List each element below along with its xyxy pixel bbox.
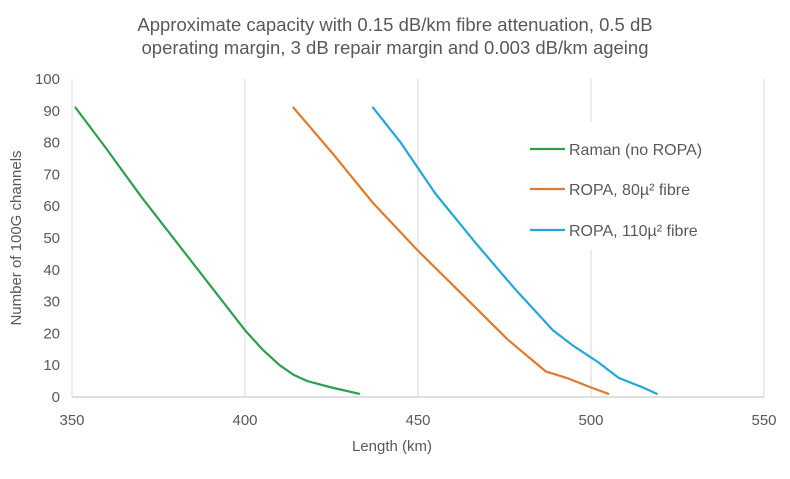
y-tick-labels: 0 10 20 30 40 50 60 70 80 90 100 [35, 71, 60, 406]
series-lines [74, 106, 658, 395]
legend-background [512, 122, 736, 250]
x-tick-labels: 350 400 450 500 550 [59, 412, 776, 429]
chart-title-line-2: operating margin, 3 dB repair margin and… [141, 37, 649, 58]
y-axis-label: Number of 100G channels [8, 150, 25, 325]
y-tick-70: 70 [43, 166, 60, 183]
y-tick-40: 40 [43, 262, 60, 279]
x-axis-label: Length (km) [352, 438, 432, 455]
legend-label-3: ROPA, 110µ² fibre [569, 223, 698, 240]
y-tick-20: 20 [43, 325, 60, 342]
x-tick-550: 550 [751, 412, 776, 429]
y-tick-50: 50 [43, 230, 60, 247]
series-line-3 [371, 106, 658, 395]
x-tick-500: 500 [578, 412, 603, 429]
y-tick-30: 30 [43, 294, 60, 311]
chart-title-line-1: Approximate capacity with 0.15 dB/km fib… [137, 14, 653, 35]
y-tick-90: 90 [43, 103, 60, 120]
x-tick-350: 350 [59, 412, 84, 429]
series-line-2 [292, 106, 610, 395]
x-tick-400: 400 [232, 412, 257, 429]
legend-label-1: Raman (no ROPA) [569, 142, 702, 159]
y-tick-100: 100 [35, 71, 60, 88]
series-line-1 [74, 106, 361, 395]
legend-label-2: ROPA, 80µ² fibre [569, 182, 690, 199]
y-tick-60: 60 [43, 198, 60, 215]
x-tick-450: 450 [405, 412, 430, 429]
y-tick-0: 0 [52, 389, 60, 406]
y-tick-80: 80 [43, 135, 60, 152]
legend: Raman (no ROPA) ROPA, 80µ² fibre ROPA, 110… [530, 142, 702, 240]
y-tick-10: 10 [43, 357, 60, 374]
